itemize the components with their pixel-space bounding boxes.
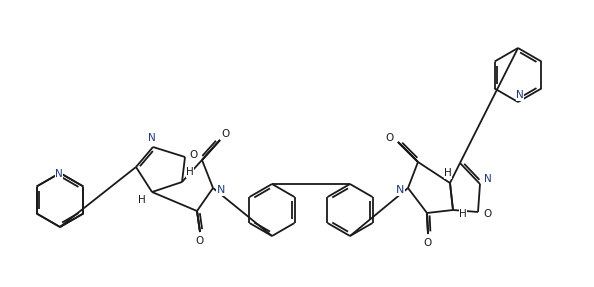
Text: O: O [483,209,491,219]
Text: H: H [138,195,146,205]
Text: N: N [217,185,225,195]
Text: H: H [459,209,467,219]
Text: N: N [516,90,524,100]
Text: O: O [386,133,394,143]
Text: N: N [55,169,63,179]
Text: O: O [196,236,204,246]
Text: O: O [221,129,229,139]
Text: H: H [444,168,452,178]
Text: O: O [424,238,432,248]
Text: N: N [148,133,156,143]
Text: N: N [484,174,492,184]
Text: O: O [190,150,198,160]
Text: H: H [186,167,194,177]
Text: N: N [396,185,404,195]
